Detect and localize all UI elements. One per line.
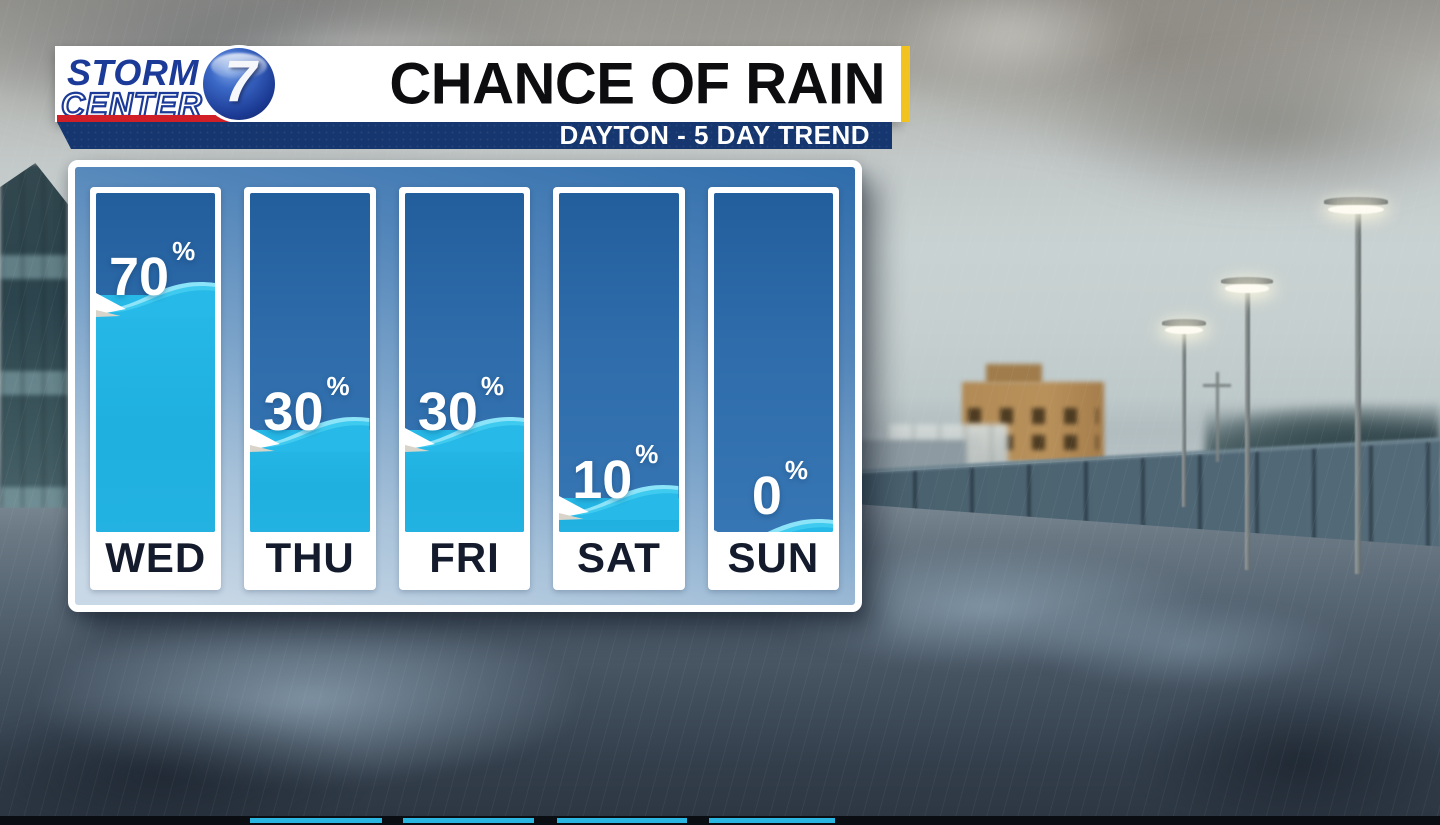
day-column: 30% FRI: [398, 187, 531, 590]
distant-pole-crossbar: [1203, 384, 1231, 387]
cloud: [880, 0, 1140, 90]
building-silhouette: [0, 163, 68, 508]
percent-value: 70: [109, 246, 170, 307]
rain-bar: 30%: [404, 193, 525, 532]
percent-sign: %: [635, 439, 659, 470]
percent-value: 30: [263, 382, 324, 443]
building-windows: [967, 408, 1099, 424]
yellow-accent-bar: [901, 46, 910, 122]
lamppost-head: [1324, 197, 1388, 215]
cloud: [1040, 50, 1440, 210]
day-column: 70% WED: [90, 187, 222, 590]
percent-sign: %: [326, 371, 350, 402]
rain-bar: 0%: [713, 193, 834, 532]
water-fill: [404, 417, 525, 532]
lamp-cap: [1221, 277, 1273, 285]
lamppost-pole: [1245, 290, 1250, 570]
day-column: 30% THU: [244, 187, 376, 590]
percent-label: 10%: [572, 441, 658, 507]
puddle: [1020, 600, 1350, 690]
lamp-glow: [1165, 325, 1203, 334]
day-label: FRI: [429, 534, 500, 581]
distant-pole: [1216, 372, 1219, 462]
wave-crest: [404, 417, 525, 453]
subtitle-bar: DAYTON - 5 DAY TREND: [57, 122, 892, 149]
percent-value: 0: [751, 466, 782, 527]
percent-sign: %: [784, 455, 808, 486]
percent-label: 70%: [109, 238, 195, 304]
logo-storm-text: STORM: [67, 52, 199, 93]
subtitle-text: DAYTON - 5 DAY TREND: [559, 120, 870, 150]
lamppost-head: [1221, 277, 1273, 293]
rain-chance-panel: 70% WED 30%: [68, 160, 862, 612]
lamp-cap: [1162, 319, 1206, 326]
distant-building-roof: [986, 364, 1042, 384]
rain-bar: 70%: [96, 193, 216, 532]
percent-value: 30: [417, 382, 478, 443]
day-columns: 70% WED 30%: [75, 167, 855, 605]
lamp-cap: [1324, 197, 1388, 206]
percent-label: 0%: [752, 457, 808, 523]
day-label: WED: [105, 534, 207, 581]
percent-label: 30%: [418, 373, 504, 439]
ticker-dash: [709, 818, 835, 823]
channel-number: 7: [224, 48, 257, 114]
lamp-glow: [1328, 205, 1384, 215]
page-title: CHANCE OF RAIN: [389, 51, 885, 117]
day-column: 10% SAT: [553, 187, 685, 590]
wave-crest: [96, 281, 216, 317]
lamppost-head: [1162, 319, 1206, 334]
ticker-strip: [0, 816, 1440, 825]
water-fill: [96, 281, 216, 532]
ticker-dash: [403, 818, 534, 823]
lamppost-pole: [1182, 332, 1186, 507]
rain-bar: 30%: [250, 193, 370, 532]
water-fill: [250, 417, 370, 532]
ticker-dash: [250, 818, 382, 823]
wave-crest: [559, 485, 679, 521]
wave-crest: [713, 519, 834, 532]
water-fill: [559, 485, 679, 532]
percent-sign: %: [480, 371, 505, 402]
day-label: SAT: [576, 534, 661, 581]
day-column: 0% SUN: [707, 187, 840, 590]
wave-crest: [250, 417, 370, 453]
percent-label: 30%: [263, 373, 349, 439]
percent-value: 10: [572, 450, 633, 511]
lamp-glow: [1224, 284, 1270, 293]
lamppost-pole: [1355, 212, 1361, 574]
channel-7-ball-icon: 7: [203, 48, 275, 120]
ticker-dash: [557, 818, 687, 823]
day-label: THU: [265, 534, 355, 581]
logo-red-stripe: [57, 115, 235, 122]
day-label: SUN: [727, 534, 820, 581]
percent-sign: %: [172, 235, 196, 266]
wet-asphalt-dark-patch: [1130, 680, 1440, 825]
header-band: STORM CENTER 7 CHANCE OF RAIN: [55, 46, 901, 124]
storm-center-7-logo: STORM CENTER 7: [55, 46, 355, 124]
ball-gloss: [211, 53, 267, 79]
rain-bar: 10%: [559, 193, 679, 532]
